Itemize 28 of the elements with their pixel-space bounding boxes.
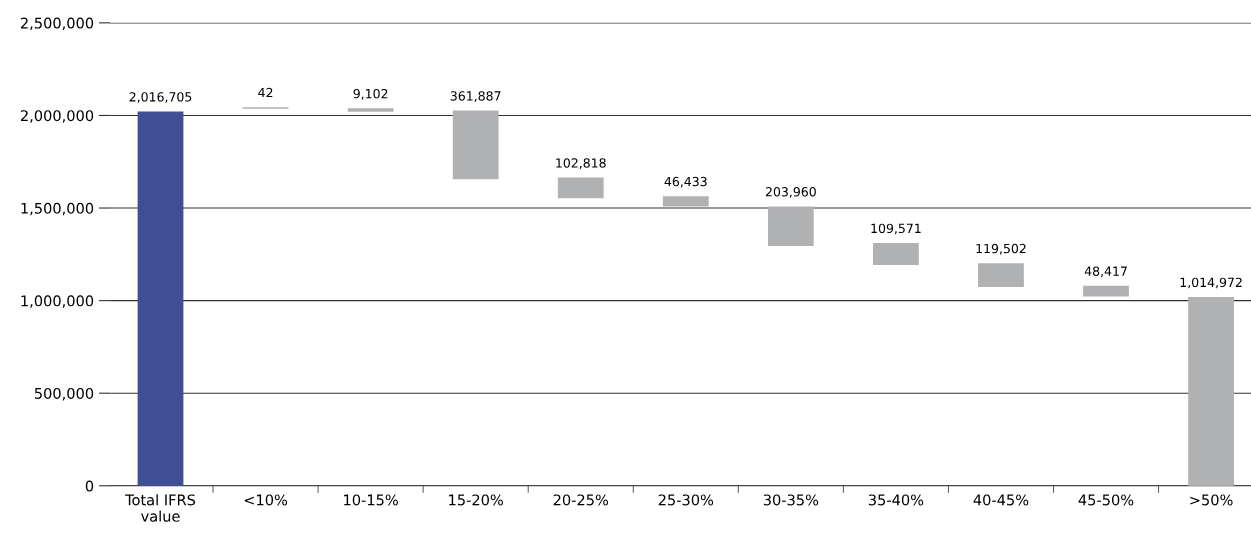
x-tick-label: >50% [1190, 494, 1233, 506]
x-tick-label: 30-35% [763, 494, 819, 506]
data-label: 203,960 [765, 187, 816, 198]
data-label: 1,014,972 [1180, 277, 1242, 289]
data-label: 48,417 [1084, 266, 1127, 278]
x-tick-label: 40-45% [973, 494, 1029, 506]
y-tick-label: 1,500,000 [21, 202, 94, 216]
data-label: 102,818 [556, 158, 606, 169]
x-tick-label: Total IFRS value [125, 494, 196, 522]
data-label: 42 [258, 87, 273, 98]
x-tick-label: 10-15% [344, 494, 398, 506]
data-label: 361,887 [450, 91, 501, 102]
y-tick-label: 500,000 [34, 387, 94, 401]
x-tick-label: <10% [244, 494, 288, 506]
y-tick-label: 1,000,000 [21, 295, 94, 308]
x-tick-label: 15-20% [449, 494, 503, 506]
data-label: 119,502 [976, 243, 1026, 255]
data-label: 46,433 [664, 176, 707, 188]
x-tick-label: 35-40% [868, 494, 924, 506]
x-tick-label: 20-25% [553, 494, 609, 506]
x-tick-label: 25-30% [658, 494, 714, 506]
data-label: 2,016,705 [129, 92, 192, 103]
y-tick-label: 2,500,000 [20, 17, 94, 31]
data-label: 9,102 [353, 88, 388, 100]
x-tick-label: 45-50% [1078, 494, 1134, 506]
y-tick-label: 2,000,000 [20, 110, 94, 123]
data-label: 109,571 [871, 223, 921, 235]
y-tick-label: 0 [85, 480, 94, 492]
